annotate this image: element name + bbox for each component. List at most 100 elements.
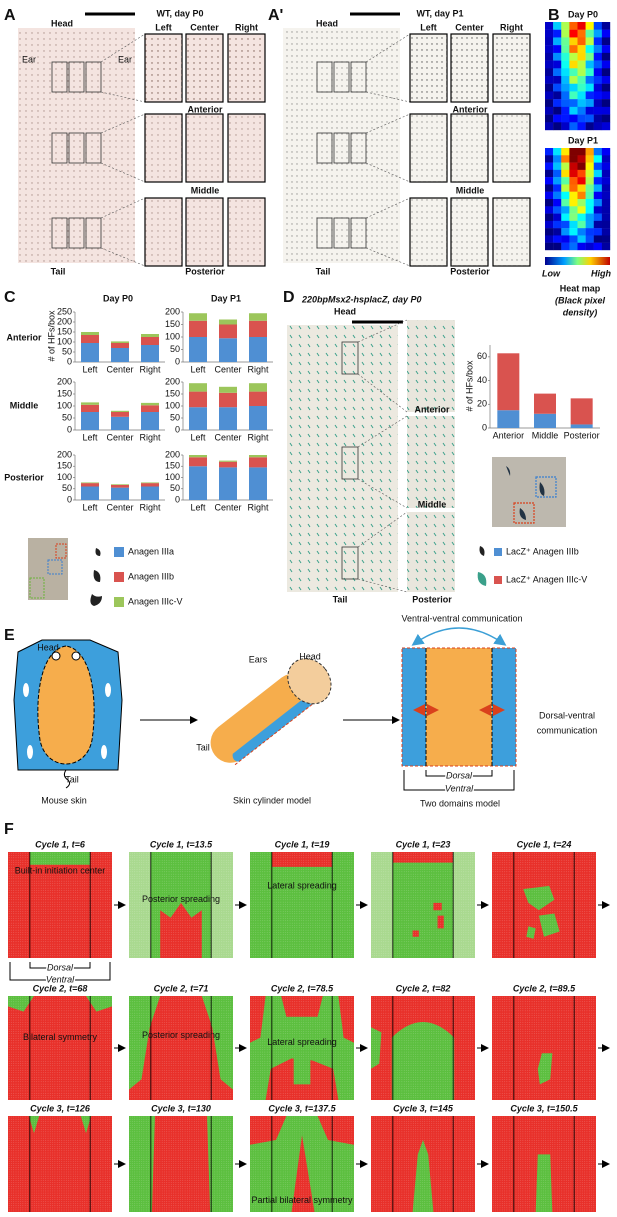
heat-cell (561, 37, 570, 46)
frame-title: Cycle 3, t=130 (151, 1103, 211, 1113)
y-tick-label: 200 (165, 449, 180, 459)
frame-texture (492, 852, 596, 958)
thumb-box (55, 543, 67, 559)
x-tick-label: Center (106, 502, 133, 512)
bar-segment (249, 383, 267, 392)
heat-cell (601, 199, 611, 207)
bar-segment (81, 343, 99, 362)
simulation-frame (129, 996, 233, 1100)
simulation-frame (250, 996, 354, 1100)
frame-texture (8, 1116, 112, 1212)
heat-cell (569, 91, 578, 100)
heat-cell (545, 242, 554, 251)
heat-cell (545, 220, 554, 229)
bar-segment (141, 486, 159, 500)
heat-cell (593, 155, 603, 163)
inset-texture (407, 320, 455, 412)
heat-cell (577, 68, 586, 77)
sample-box (85, 132, 102, 164)
bar-segment (249, 406, 267, 430)
head-label: Head (51, 18, 73, 28)
heatmap-title: Day P1 (568, 135, 598, 145)
inset-texture (493, 34, 530, 102)
heat-cell (553, 162, 562, 171)
bar-segment (81, 335, 99, 343)
bar-segment (249, 391, 267, 406)
dorsal-label: Dorsal (47, 962, 74, 972)
bar-segment (249, 467, 267, 500)
y-tick-label: 50 (170, 344, 180, 354)
sample-box (316, 217, 333, 249)
heat-cell (601, 106, 611, 115)
bar-segment (189, 337, 207, 362)
connector (365, 91, 411, 103)
heat-cell (553, 206, 562, 214)
y-tick-label: 50 (170, 412, 180, 422)
sample-box (85, 217, 102, 249)
heat-cell (561, 83, 570, 92)
whole-skin-texture (283, 28, 400, 263)
heat-cell (585, 177, 594, 185)
bar-segment (249, 457, 267, 468)
y-tick-label: 100 (165, 400, 180, 410)
heat-cell (593, 68, 603, 77)
mouse-ear (71, 651, 81, 661)
heat-cell (569, 52, 578, 61)
heat-cell (593, 99, 603, 108)
dorsal-label: Dorsal (446, 770, 473, 780)
cylinder-ventral (232, 689, 322, 762)
heat-cell (569, 22, 578, 30)
heat-cell (561, 122, 570, 131)
heat-cell (545, 235, 554, 243)
row-label: Anterior (187, 104, 223, 114)
heat-cell (585, 122, 594, 131)
heat-cell (593, 76, 603, 84)
heat-cell (553, 242, 562, 251)
heat-cell (585, 22, 594, 30)
bar-segment (141, 412, 159, 430)
x-tick-label: Right (139, 502, 161, 512)
bar-segment (219, 324, 237, 339)
simulation-frame (8, 996, 112, 1100)
hair-icon (479, 546, 485, 556)
heat-cell (577, 191, 586, 200)
heat-cell (569, 235, 578, 243)
heat-cell (601, 99, 611, 108)
heat-cell (561, 155, 570, 163)
y-tick-label: 0 (175, 424, 180, 434)
tail-label: Tail (333, 594, 348, 604)
heat-cell (545, 206, 554, 214)
heat-cell (553, 76, 562, 84)
heat-cell (577, 37, 586, 46)
heat-cell (601, 114, 611, 123)
row-label: Middle (418, 499, 447, 509)
dorsal-bracket (425, 770, 493, 777)
heat-cell (561, 162, 570, 171)
heat-cell (593, 29, 603, 38)
heatmap-caption: Heat map (560, 283, 601, 293)
sample-box (68, 217, 85, 249)
frame-title: Cycle 2, t=68 (33, 983, 88, 993)
whole-skin-texture (18, 28, 135, 263)
sample-box (341, 546, 359, 580)
sample-box (85, 61, 102, 93)
heat-cell (553, 22, 562, 30)
sample-box (316, 61, 333, 93)
heat-cell (561, 220, 570, 229)
heat-cell (585, 235, 594, 243)
heat-cell (553, 45, 562, 54)
heat-cell (553, 91, 562, 100)
x-tick-label: Left (82, 432, 98, 442)
heat-cell (561, 60, 570, 69)
heat-cell (601, 206, 611, 214)
heat-cell (585, 52, 594, 61)
frame-title: Cycle 2, t=82 (396, 983, 451, 993)
panel-title: 220bpMsx2-hsplacZ, day P0 (301, 294, 422, 304)
heat-cell (545, 45, 554, 54)
row-label: Anterior (452, 104, 488, 114)
heat-cell (577, 220, 586, 229)
heat-cell (569, 106, 578, 115)
heat-cell (561, 22, 570, 30)
simulation-frame (371, 852, 475, 958)
x-tick-label: Left (190, 364, 206, 374)
